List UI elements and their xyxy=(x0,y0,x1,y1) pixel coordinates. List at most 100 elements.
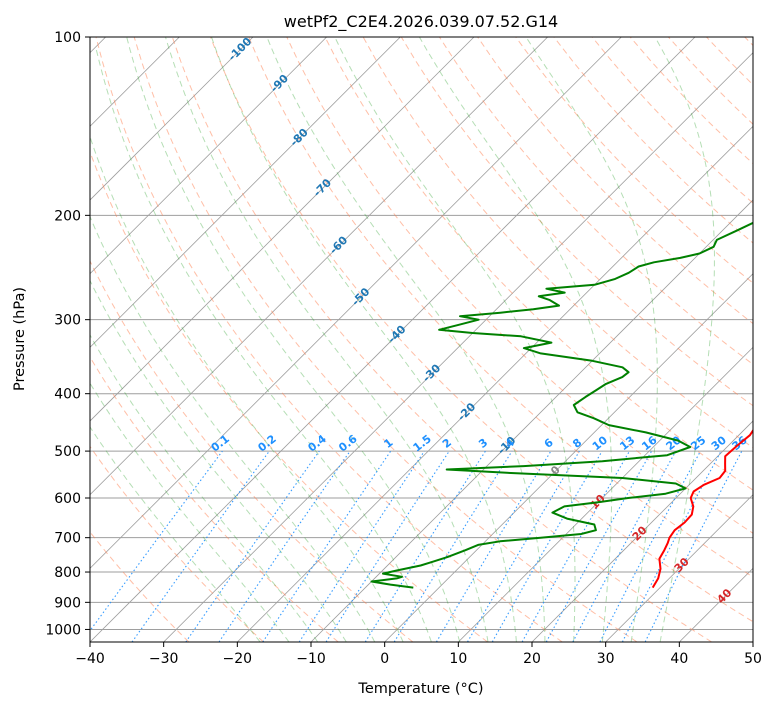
dry-adiabat xyxy=(95,37,563,642)
x-tick-label: 50 xyxy=(744,651,762,667)
dry-adiabat xyxy=(591,37,753,204)
moist-adiabat xyxy=(90,215,376,642)
y-tick-label: 400 xyxy=(54,387,81,403)
mixing-ratio-line xyxy=(393,450,513,642)
mixing-ratio-label: 6 xyxy=(542,436,556,451)
x-tick-label: 10 xyxy=(449,651,467,667)
dewpoint-profile-line xyxy=(370,221,753,589)
dry-adiabat xyxy=(90,150,488,642)
x-tick-label: −30 xyxy=(149,651,179,667)
mixing-ratio-line xyxy=(90,450,223,632)
mixing-ratio-line xyxy=(572,450,677,642)
mixing-ratio-label: 13 xyxy=(617,434,637,454)
isotherm-line xyxy=(90,37,254,201)
mixing-ratio-label: 10 xyxy=(590,433,610,453)
isotherm-label: -60 xyxy=(327,233,350,256)
isotherm-line xyxy=(90,37,327,275)
dry-adiabat xyxy=(171,37,712,642)
x-tick-label: 30 xyxy=(597,651,615,667)
x-tick-label: 20 xyxy=(523,651,541,667)
isotherm-line xyxy=(310,199,753,642)
y-tick-label: 200 xyxy=(54,208,81,224)
y-tick-label: 100 xyxy=(54,30,81,46)
moist-adiabat xyxy=(266,37,546,642)
isotherm-line xyxy=(90,37,622,569)
isotherm-line xyxy=(384,273,753,642)
isotherm-label: -100 xyxy=(226,35,255,64)
moist-adiabat xyxy=(95,49,432,642)
isotherm-line xyxy=(458,346,753,642)
dry-adiabat xyxy=(515,37,753,284)
moist-adiabat xyxy=(418,37,613,642)
dry-adiabat xyxy=(286,37,753,534)
plot-frame xyxy=(89,36,754,643)
moist-adiabat xyxy=(90,334,319,642)
isotherm-label: -20 xyxy=(455,400,478,423)
mixing-ratio-line xyxy=(131,450,270,642)
moist-adiabat xyxy=(90,135,404,642)
x-tick-label: −40 xyxy=(75,651,105,667)
y-axis-title: Pressure (hPa) xyxy=(12,287,28,391)
dry-adiabat xyxy=(90,445,264,642)
isotherm-line xyxy=(163,52,753,642)
moist-adiabat xyxy=(90,426,261,642)
x-tick-label: −10 xyxy=(296,651,326,667)
background-lines xyxy=(90,37,753,642)
dry-adiabat xyxy=(90,356,339,642)
mixing-ratio-line xyxy=(599,450,701,642)
sounding-profiles xyxy=(370,221,753,589)
mixing-ratio-line xyxy=(644,450,743,642)
dry-adiabat xyxy=(210,37,753,623)
dry-adiabat xyxy=(133,37,638,642)
y-tick-label: 300 xyxy=(54,313,81,329)
isotherm-label: -40 xyxy=(385,322,408,345)
isotherm-label: -90 xyxy=(268,72,291,95)
x-tick-label: 0 xyxy=(380,651,389,667)
mixing-ratio-line xyxy=(185,450,320,642)
dry-adiabat xyxy=(706,37,753,86)
mixing-ratio-line xyxy=(218,450,351,642)
isotherm-label: 20 xyxy=(630,523,650,543)
isotherm-label: 40 xyxy=(714,586,734,606)
moist-adiabat xyxy=(654,37,716,642)
isotherm-line xyxy=(531,420,753,642)
y-tick-label: 800 xyxy=(54,565,81,581)
isotherm-line xyxy=(90,37,401,348)
y-tick-label: 700 xyxy=(54,531,81,547)
mixing-ratio-label: 25 xyxy=(688,434,708,454)
y-tick-label: 500 xyxy=(54,444,81,460)
moist-adiabat xyxy=(90,279,347,642)
x-tick-label: −20 xyxy=(223,651,253,667)
mixing-ratio-line xyxy=(467,450,580,642)
x-axis: −40 −30 −20 −10 0 10 20 30 40 50 xyxy=(75,642,762,667)
y-tick-label: 900 xyxy=(54,595,81,611)
moist-adiabat xyxy=(334,37,576,642)
dry-adiabat xyxy=(324,37,753,491)
x-axis-title: Temperature (°C) xyxy=(357,681,483,697)
y-tick-label: 600 xyxy=(54,491,81,507)
mixing-ratio-label: 2 xyxy=(440,436,454,451)
mixing-ratio-label: 8 xyxy=(570,436,584,451)
isotherm-label: -70 xyxy=(311,176,334,199)
isotherm-line xyxy=(237,125,753,642)
mixing-ratio-label: 30 xyxy=(709,433,729,453)
dry-adiabat xyxy=(90,531,190,642)
mixing-ratio-line xyxy=(435,450,552,642)
isotherm-line xyxy=(752,641,753,642)
dry-adiabat xyxy=(90,259,414,642)
moist-adiabat xyxy=(165,37,489,642)
isotherm-label: -50 xyxy=(349,285,372,308)
isotherm-line xyxy=(90,37,548,496)
isotherm-line xyxy=(90,37,696,642)
mixing-ratio-label: 3 xyxy=(476,436,490,451)
mixing-ratio-line xyxy=(262,450,392,642)
moist-adiabat xyxy=(525,37,658,642)
isotherm-line xyxy=(679,567,753,642)
moist-adiabat xyxy=(126,37,461,642)
chart-title: wetPf2_C2E4.2026.039.07.52.G14 xyxy=(284,12,558,32)
dry-adiabat xyxy=(248,37,753,578)
mixing-ratio-line xyxy=(521,450,630,642)
isotherm-label: -80 xyxy=(288,126,311,149)
